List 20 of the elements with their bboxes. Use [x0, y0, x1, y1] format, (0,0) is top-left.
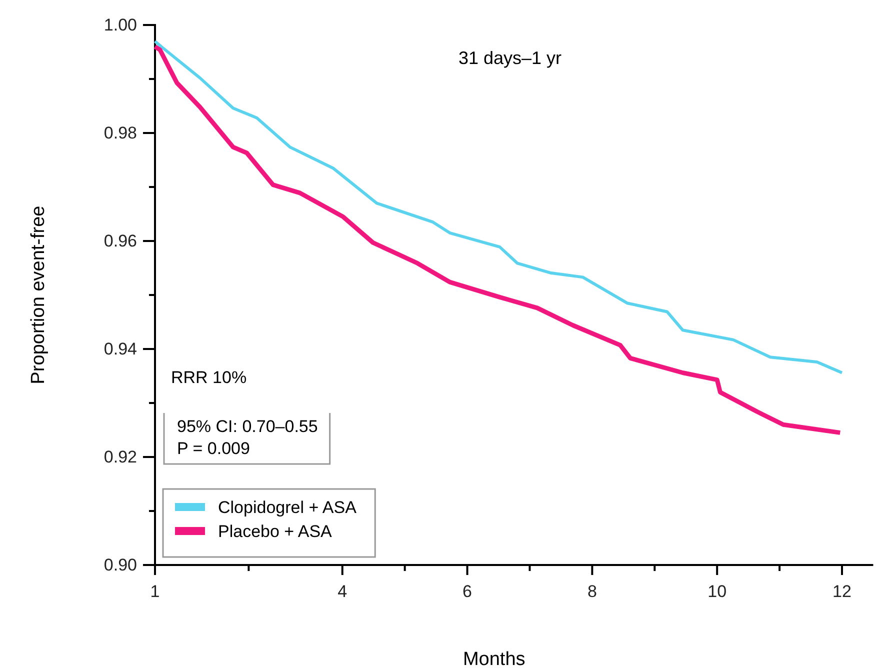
x-tick-label: 8	[587, 582, 597, 602]
annotation: 31 days–1 yr	[458, 48, 562, 68]
annotation: 95% CI: 0.70–0.55 P = 0.009	[177, 417, 318, 458]
y-tick-label: 0.92	[104, 447, 137, 466]
x-tick-label: 12	[832, 582, 852, 602]
y-tick-label: 0.96	[104, 231, 137, 250]
y-axis-title: Proportion event-free	[28, 206, 49, 384]
x-tick-label: 10	[708, 582, 727, 602]
y-tick-label: 0.98	[104, 123, 137, 142]
x-tick-label: 6	[462, 582, 472, 602]
annotation: RRR 10%	[171, 368, 247, 387]
legend-label: Placebo + ASA	[218, 522, 333, 541]
x-tick-label: 1	[150, 582, 160, 602]
legend-label: Clopidogrel + ASA	[218, 498, 358, 517]
y-tick-label: 0.90	[104, 555, 137, 574]
y-tick-label: 1.00	[104, 15, 137, 34]
line-series	[152, 44, 842, 435]
x-tick-label: 4	[338, 582, 348, 602]
y-tick-label: 0.94	[104, 339, 137, 358]
x-axis-title: Months	[462, 649, 526, 669]
